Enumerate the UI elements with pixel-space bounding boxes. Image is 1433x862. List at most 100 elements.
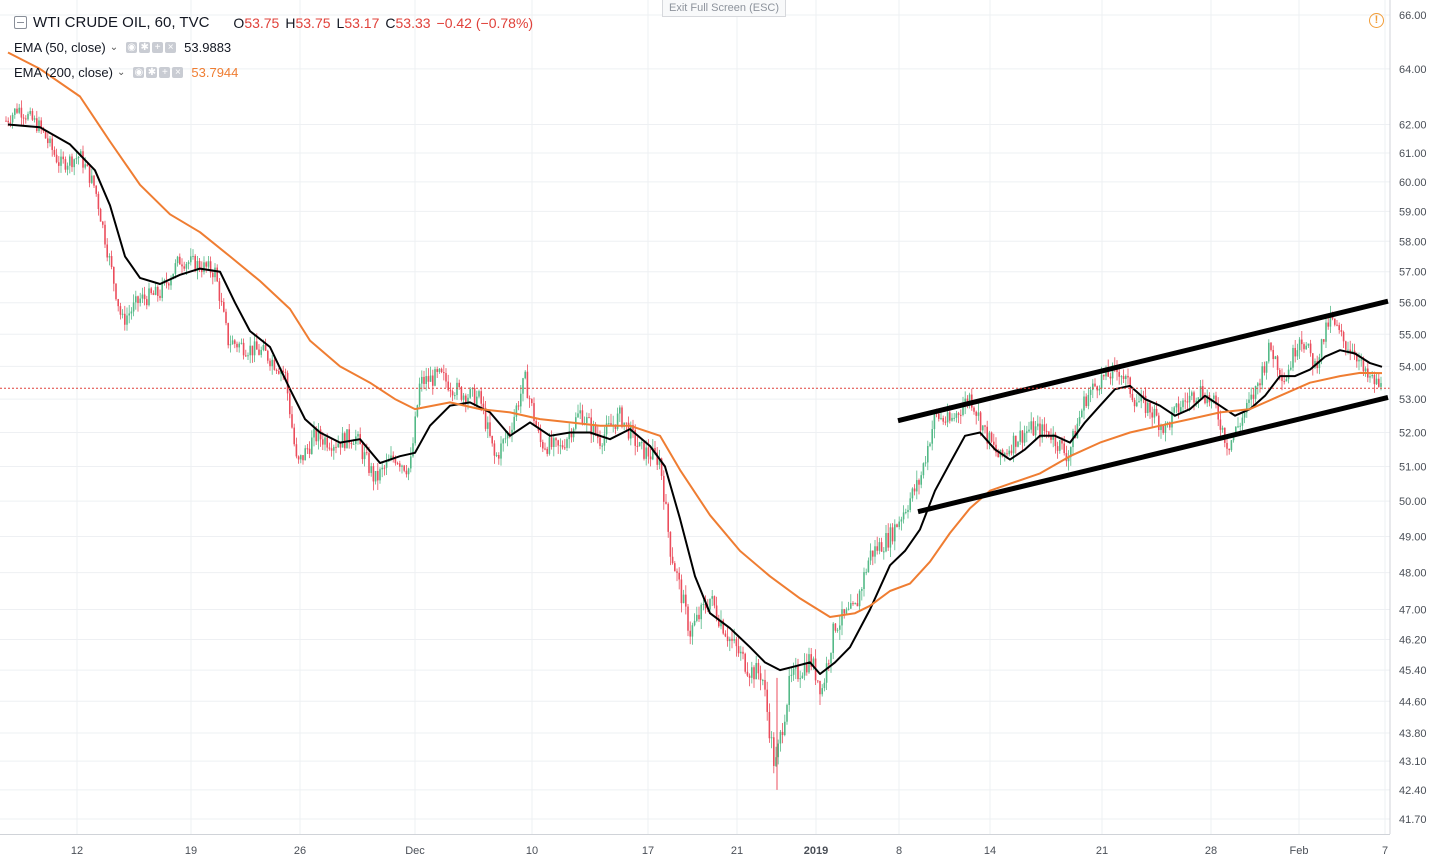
candle-body — [1237, 426, 1239, 428]
gear-icon[interactable]: ✱ — [139, 42, 151, 53]
candle-body — [1378, 378, 1380, 387]
candle-body — [489, 422, 491, 436]
candle-body — [1177, 403, 1180, 412]
price-tick-label: 43.80 — [1399, 728, 1427, 740]
candle-body — [850, 603, 852, 609]
time-tick-label: 17 — [642, 845, 654, 857]
price-axis-bg — [1390, 0, 1433, 862]
candle-body — [1230, 440, 1233, 451]
ema200-label[interactable]: EMA (200, close) — [14, 65, 113, 80]
candle-body — [216, 267, 218, 282]
candle-body — [1294, 347, 1296, 357]
candle-body — [687, 606, 689, 631]
candle-body — [564, 447, 566, 449]
candle-body — [401, 465, 403, 467]
candle-body — [1263, 366, 1266, 373]
candle-body — [1103, 374, 1105, 377]
candle-body — [313, 428, 315, 438]
candle-body — [1087, 395, 1090, 407]
symbol-title[interactable]: WTI CRUDE OIL, 60, TVC — [33, 14, 210, 31]
candle-body — [883, 551, 885, 553]
candle-body — [423, 376, 425, 384]
candle-body — [231, 340, 234, 345]
plus-icon[interactable]: + — [152, 42, 164, 53]
candle-body — [315, 428, 317, 442]
chevron-down-icon[interactable]: ⌄ — [117, 67, 126, 78]
candle-body — [1122, 376, 1125, 380]
candle-body — [1193, 392, 1195, 403]
candle-body — [223, 301, 225, 312]
warning-icon[interactable]: ! — [1369, 13, 1384, 28]
candle-body — [220, 300, 223, 302]
candle-body — [1259, 383, 1261, 386]
candle-body — [504, 438, 507, 440]
candle-body — [11, 114, 14, 123]
candle-body — [1248, 399, 1250, 403]
candle-body — [1325, 322, 1327, 342]
candle-body — [236, 343, 238, 348]
candle-body — [1111, 365, 1114, 379]
candle-body — [671, 556, 674, 564]
candle-body — [898, 521, 900, 527]
candle-body — [150, 288, 152, 294]
candle-body — [341, 433, 344, 448]
candle-body — [918, 480, 920, 485]
candle-body — [229, 344, 232, 346]
candle-body — [1039, 423, 1041, 438]
collapse-toggle-icon[interactable] — [14, 16, 27, 29]
candle-body — [304, 448, 306, 461]
channel-upper-line — [897, 298, 1389, 424]
candle-body — [269, 360, 271, 367]
candle-body — [603, 434, 606, 446]
candle-body — [1028, 429, 1030, 432]
candle-body — [152, 293, 155, 295]
candle-body — [1301, 339, 1303, 345]
candle-body — [1246, 402, 1248, 413]
candle-body — [58, 162, 60, 166]
candle-body — [264, 345, 267, 351]
candle-body — [1015, 435, 1017, 447]
candle-body — [786, 704, 788, 722]
ema200-line — [7, 51, 1383, 618]
candle-body — [1292, 347, 1294, 368]
gear-icon[interactable]: ✱ — [146, 67, 158, 78]
candle-body — [880, 542, 883, 552]
time-tick-label: 21 — [731, 845, 743, 857]
chevron-down-icon[interactable]: ⌄ — [109, 42, 119, 53]
candle-body — [302, 455, 304, 461]
candle-body — [311, 437, 313, 455]
candle-body — [742, 651, 744, 654]
candle-body — [865, 572, 867, 574]
close-icon[interactable]: × — [172, 67, 184, 78]
candle-body — [856, 603, 859, 607]
ema50-label[interactable]: EMA (50, close) — [14, 40, 106, 55]
close-icon[interactable]: × — [165, 42, 177, 53]
candle-body — [1243, 412, 1246, 418]
candle-body — [731, 638, 733, 641]
candle-body — [242, 342, 245, 356]
candle-body — [693, 620, 696, 626]
eye-icon[interactable]: ◉ — [126, 42, 138, 53]
candle-body — [60, 156, 62, 166]
candle-body — [267, 350, 269, 361]
candle-body — [1056, 446, 1059, 451]
candle-body — [273, 359, 276, 370]
plus-icon[interactable]: + — [159, 67, 171, 78]
candle-body — [1270, 342, 1272, 351]
exit-fullscreen-button[interactable]: Exit Full Screen (ESC) — [662, 0, 786, 17]
candle-body — [610, 423, 612, 427]
candle-body — [207, 261, 210, 267]
candle-body — [339, 443, 342, 448]
candle-body — [293, 427, 295, 445]
candle-body — [139, 298, 141, 304]
candle-body — [1155, 408, 1158, 416]
candle-body — [16, 108, 18, 113]
candle-body — [447, 381, 449, 391]
candle-body — [458, 382, 460, 388]
candle-body — [823, 682, 826, 689]
candle-body — [1287, 369, 1290, 380]
candle-body — [832, 623, 834, 653]
price-tick-label: 58.00 — [1399, 236, 1427, 248]
eye-icon[interactable]: ◉ — [133, 67, 145, 78]
